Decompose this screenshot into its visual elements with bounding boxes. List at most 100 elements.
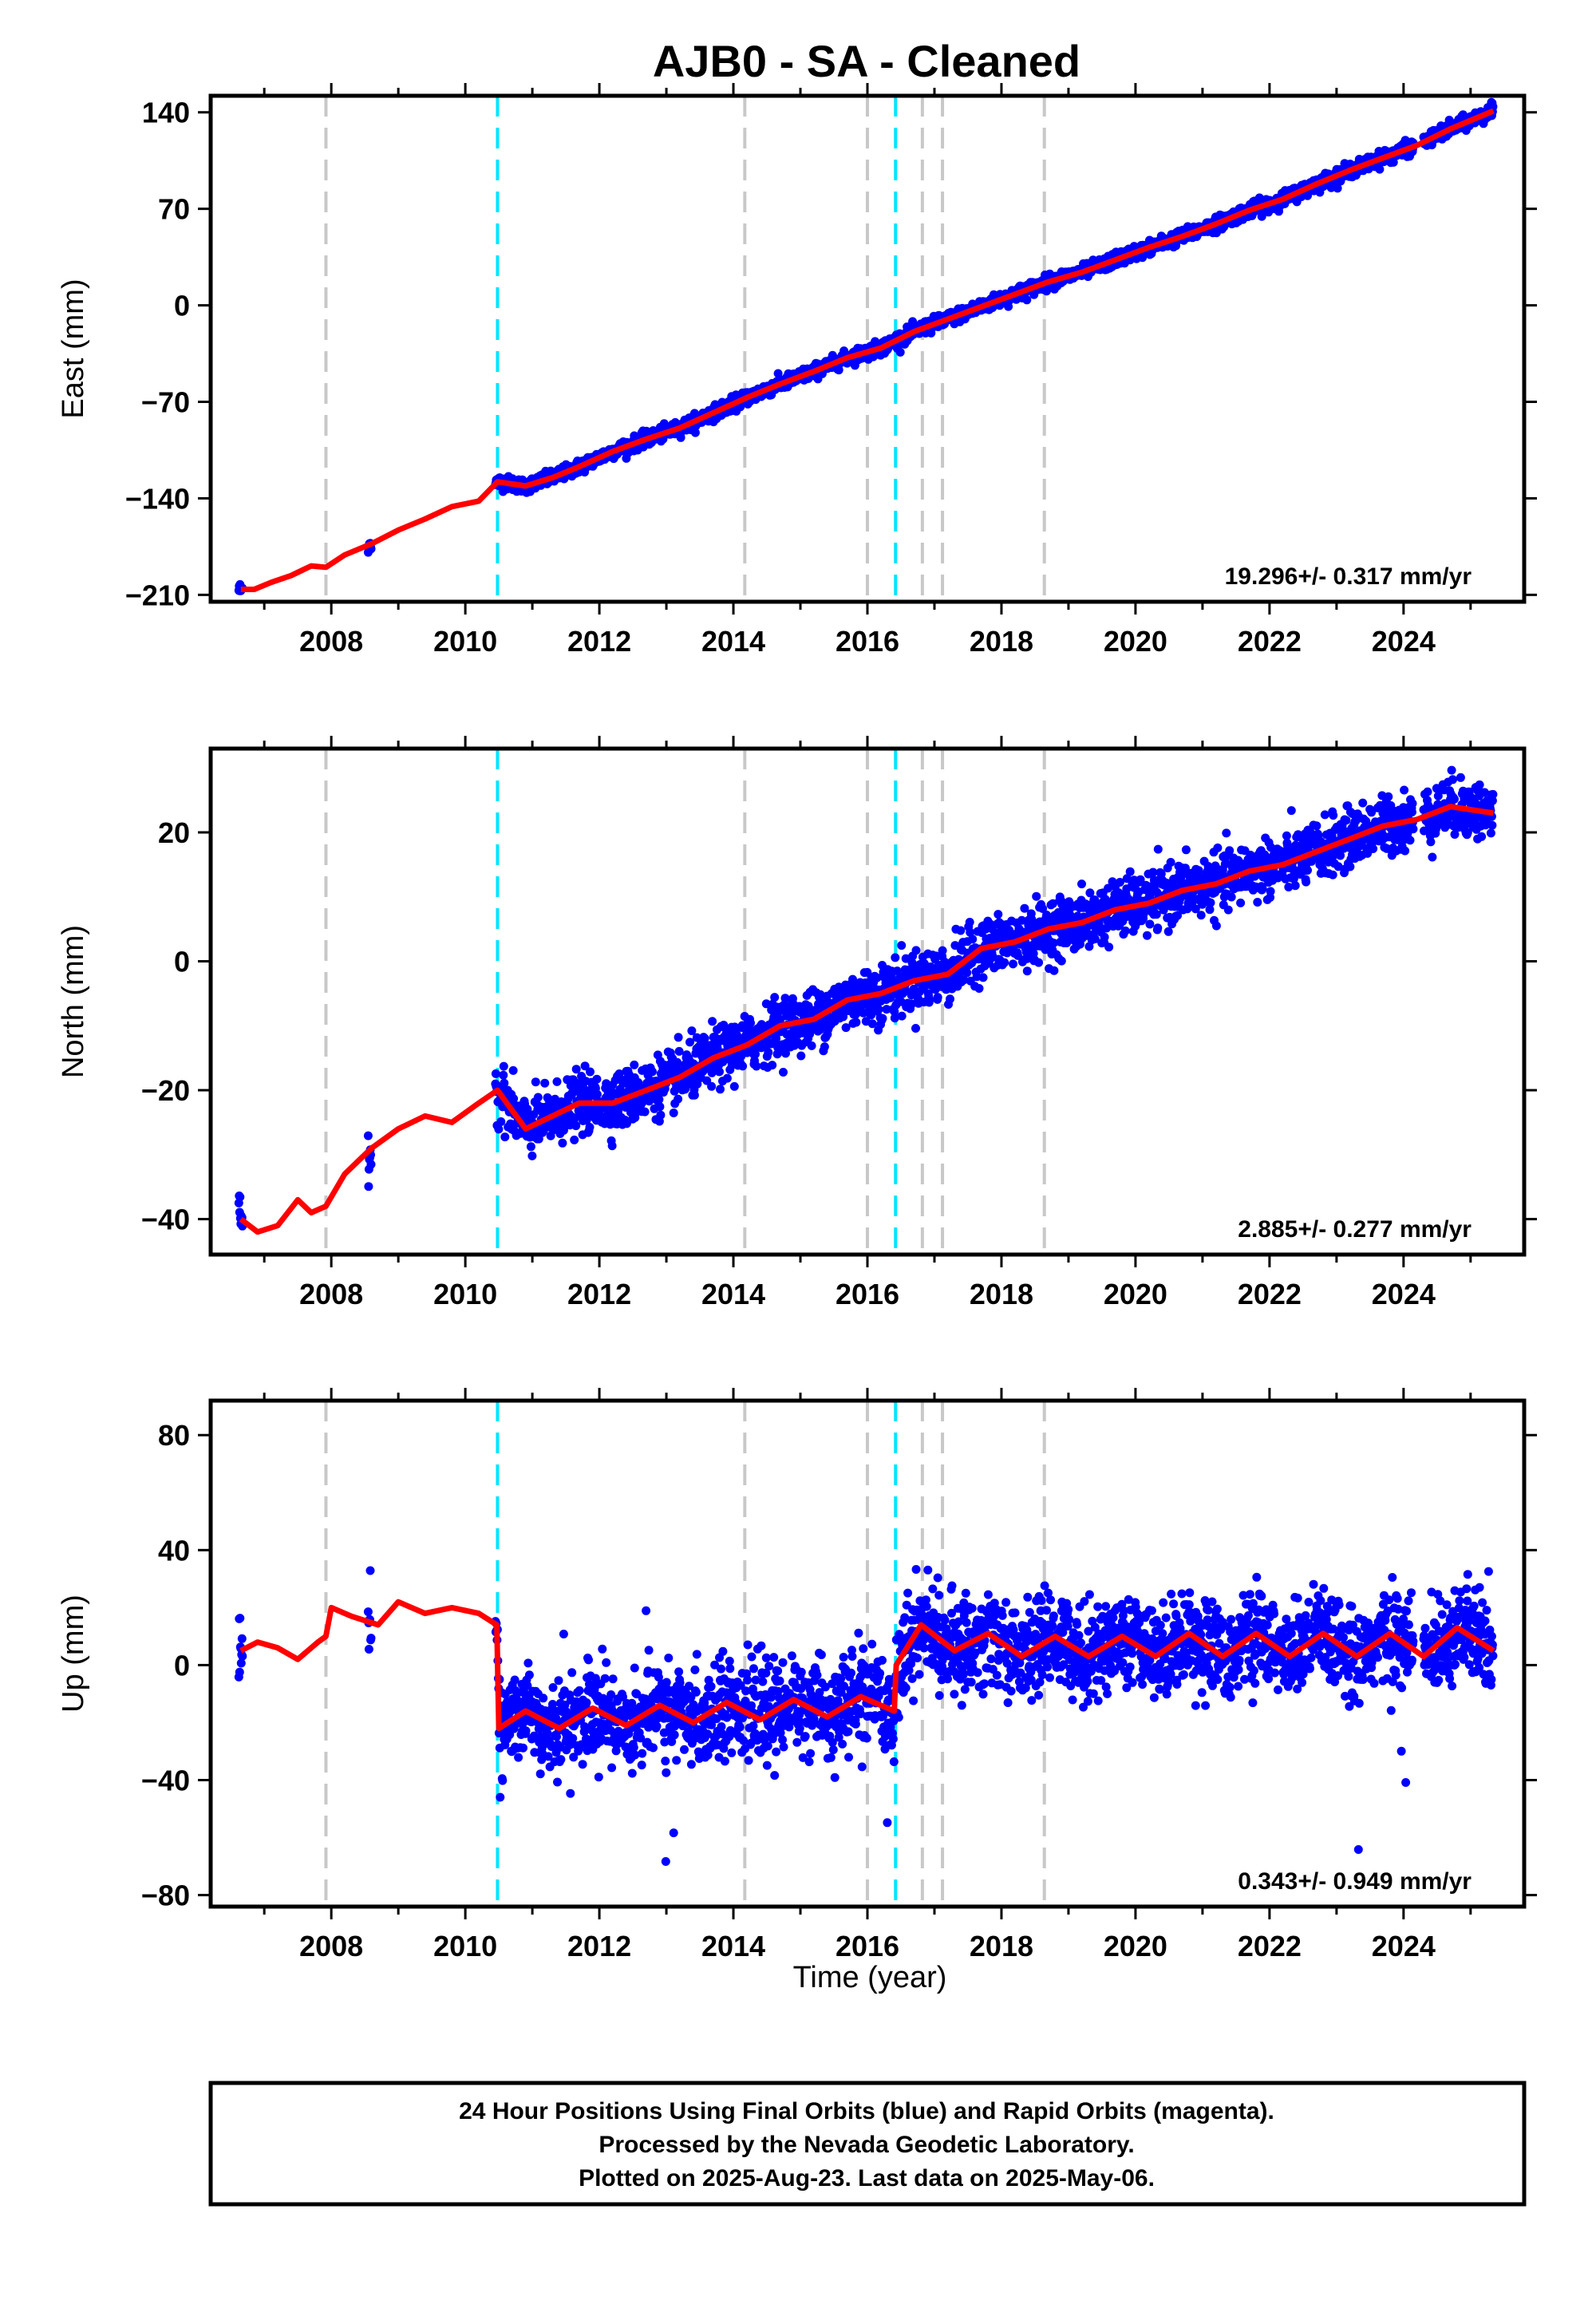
data-point bbox=[1223, 905, 1233, 915]
data-point bbox=[925, 995, 934, 1004]
data-point bbox=[1405, 836, 1415, 845]
data-point bbox=[1389, 157, 1398, 167]
velocity-rate-label: 19.296+/- 0.317 mm/yr bbox=[1225, 563, 1472, 590]
x-tick-label: 2016 bbox=[836, 625, 899, 658]
y-tick-label: −210 bbox=[125, 579, 190, 611]
data-point bbox=[882, 1005, 891, 1014]
plot-area bbox=[234, 96, 1498, 602]
data-point bbox=[499, 1061, 508, 1071]
data-point bbox=[1341, 816, 1351, 825]
y-tick-label: 0 bbox=[174, 290, 190, 322]
data-point bbox=[772, 1034, 781, 1043]
data-point bbox=[707, 1081, 717, 1091]
y-tick-label: −140 bbox=[125, 482, 190, 515]
x-tick-label: 2014 bbox=[701, 625, 765, 658]
data-point bbox=[816, 990, 825, 999]
data-point bbox=[1191, 904, 1200, 914]
data-point bbox=[570, 1135, 579, 1144]
data-point bbox=[540, 1078, 550, 1088]
data-point bbox=[1320, 810, 1329, 820]
data-point bbox=[494, 1124, 504, 1134]
data-point bbox=[891, 953, 900, 962]
data-point bbox=[1408, 808, 1416, 816]
data-point bbox=[571, 1121, 581, 1131]
data-point bbox=[897, 941, 907, 951]
data-point bbox=[911, 1024, 920, 1033]
x-tick-label: 2010 bbox=[433, 625, 497, 658]
data-point bbox=[752, 1061, 761, 1071]
data-point bbox=[768, 1061, 777, 1070]
data-point bbox=[1143, 931, 1152, 940]
data-point bbox=[1400, 785, 1409, 795]
data-point bbox=[796, 1051, 806, 1061]
x-tick-label: 2008 bbox=[299, 625, 363, 658]
data-point bbox=[1022, 966, 1032, 976]
data-point bbox=[1022, 295, 1032, 305]
data-point bbox=[751, 1049, 760, 1059]
data-point bbox=[1303, 866, 1312, 875]
data-point bbox=[974, 984, 984, 993]
data-point bbox=[1428, 852, 1437, 862]
data-point bbox=[781, 1049, 790, 1058]
data-point bbox=[1153, 844, 1163, 854]
data-point bbox=[1384, 792, 1393, 801]
data-point bbox=[1009, 959, 1017, 969]
data-point bbox=[1345, 862, 1355, 871]
data-point bbox=[729, 1081, 739, 1091]
data-point bbox=[533, 1093, 543, 1102]
data-point bbox=[689, 1090, 699, 1100]
data-point bbox=[1312, 821, 1321, 831]
data-point bbox=[1000, 958, 1009, 967]
data-point bbox=[715, 1067, 724, 1077]
data-point bbox=[571, 1065, 581, 1074]
y-tick-label: 70 bbox=[158, 193, 190, 226]
data-point bbox=[1290, 881, 1300, 891]
data-point bbox=[1196, 911, 1206, 920]
data-point bbox=[622, 1119, 631, 1128]
data-point bbox=[807, 1041, 816, 1050]
data-point bbox=[690, 428, 700, 437]
data-point bbox=[1181, 845, 1191, 855]
data-point bbox=[500, 1132, 510, 1142]
data-point bbox=[1257, 211, 1266, 221]
data-point bbox=[1426, 837, 1436, 847]
data-point bbox=[1302, 877, 1311, 887]
data-point bbox=[558, 1138, 567, 1148]
data-point bbox=[1225, 846, 1235, 856]
data-point bbox=[1057, 956, 1066, 966]
data-point bbox=[685, 1037, 694, 1047]
data-point bbox=[1084, 942, 1094, 951]
data-point bbox=[761, 999, 771, 1009]
x-tick-label: 2018 bbox=[970, 625, 1033, 658]
data-point bbox=[539, 1126, 548, 1136]
data-point bbox=[1152, 910, 1161, 919]
data-point bbox=[499, 1070, 508, 1080]
data-point bbox=[722, 1029, 732, 1038]
x-tick-label: 2020 bbox=[1104, 625, 1167, 658]
data-point bbox=[1125, 867, 1135, 876]
data-point bbox=[491, 1069, 500, 1078]
data-point bbox=[1038, 904, 1048, 913]
data-point bbox=[1367, 808, 1377, 817]
data-point bbox=[959, 975, 969, 985]
data-point bbox=[592, 1074, 602, 1084]
data-point bbox=[1145, 919, 1155, 929]
data-point bbox=[946, 994, 954, 1004]
data-point bbox=[1408, 824, 1418, 834]
model-line bbox=[240, 108, 1495, 592]
data-point bbox=[500, 1078, 509, 1088]
data-point bbox=[1333, 862, 1343, 871]
data-point bbox=[708, 1017, 717, 1026]
x-tick-label: 2022 bbox=[1238, 625, 1302, 658]
data-point bbox=[764, 1048, 773, 1057]
data-point bbox=[1205, 905, 1215, 915]
data-point bbox=[962, 968, 972, 978]
data-point bbox=[966, 927, 975, 937]
data-point bbox=[820, 1042, 829, 1052]
data-point bbox=[965, 918, 974, 927]
data-point bbox=[1408, 799, 1417, 808]
data-point bbox=[585, 1123, 595, 1132]
data-point bbox=[1253, 898, 1262, 907]
